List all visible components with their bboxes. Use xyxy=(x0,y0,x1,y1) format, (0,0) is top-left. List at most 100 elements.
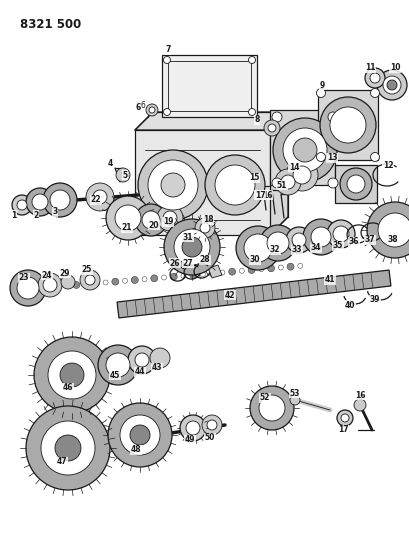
Circle shape xyxy=(34,337,110,413)
Circle shape xyxy=(236,226,279,270)
Text: 31: 31 xyxy=(182,232,193,241)
Circle shape xyxy=(370,88,379,98)
Text: 50: 50 xyxy=(204,433,215,442)
Text: 12: 12 xyxy=(382,160,392,169)
Circle shape xyxy=(43,183,77,217)
Circle shape xyxy=(200,223,209,233)
Circle shape xyxy=(122,278,127,284)
Circle shape xyxy=(163,56,170,63)
Circle shape xyxy=(53,283,60,290)
Circle shape xyxy=(12,195,32,215)
Circle shape xyxy=(278,265,283,270)
Circle shape xyxy=(43,278,57,292)
Text: 6: 6 xyxy=(140,101,145,109)
Circle shape xyxy=(289,395,299,405)
Circle shape xyxy=(148,107,155,113)
Circle shape xyxy=(25,287,30,292)
Circle shape xyxy=(219,270,225,275)
Circle shape xyxy=(247,266,254,273)
Circle shape xyxy=(163,109,170,116)
Circle shape xyxy=(34,285,41,292)
Text: 49: 49 xyxy=(184,435,195,445)
Text: 26: 26 xyxy=(169,259,180,268)
Circle shape xyxy=(186,421,200,435)
Circle shape xyxy=(200,272,205,277)
Circle shape xyxy=(112,278,119,285)
Circle shape xyxy=(163,211,177,225)
Polygon shape xyxy=(270,112,287,235)
Circle shape xyxy=(249,386,293,430)
Text: 41: 41 xyxy=(324,276,335,285)
Circle shape xyxy=(202,415,221,435)
Circle shape xyxy=(38,273,62,297)
Text: 1: 1 xyxy=(11,211,17,220)
Circle shape xyxy=(377,213,409,247)
Circle shape xyxy=(170,273,177,280)
Circle shape xyxy=(329,107,365,143)
Circle shape xyxy=(228,268,235,275)
Circle shape xyxy=(316,152,325,161)
Circle shape xyxy=(135,353,148,367)
Circle shape xyxy=(131,277,138,284)
Circle shape xyxy=(340,414,348,422)
Circle shape xyxy=(17,200,27,210)
Circle shape xyxy=(10,270,46,306)
Circle shape xyxy=(138,150,207,220)
Circle shape xyxy=(267,265,274,272)
Circle shape xyxy=(204,155,264,215)
Circle shape xyxy=(161,275,166,280)
Text: 8321 500: 8321 500 xyxy=(20,18,81,31)
Circle shape xyxy=(258,395,284,421)
Circle shape xyxy=(106,196,150,240)
Bar xyxy=(334,165,376,203)
Circle shape xyxy=(292,166,310,184)
Text: 45: 45 xyxy=(110,370,120,379)
Text: 21: 21 xyxy=(121,223,132,232)
Text: 39: 39 xyxy=(369,295,379,304)
Text: 13: 13 xyxy=(326,154,337,163)
Circle shape xyxy=(285,227,311,253)
Circle shape xyxy=(85,275,95,285)
Text: 52: 52 xyxy=(259,393,270,402)
Circle shape xyxy=(332,226,348,242)
Circle shape xyxy=(376,70,406,100)
Circle shape xyxy=(292,138,316,162)
Circle shape xyxy=(142,277,147,281)
Circle shape xyxy=(258,266,263,272)
Circle shape xyxy=(32,194,48,210)
Text: 3: 3 xyxy=(52,207,58,216)
Circle shape xyxy=(180,273,186,278)
Circle shape xyxy=(50,190,70,210)
Text: 11: 11 xyxy=(364,63,374,72)
Circle shape xyxy=(48,351,96,399)
Circle shape xyxy=(272,118,336,182)
Circle shape xyxy=(319,97,375,153)
Circle shape xyxy=(280,175,294,189)
Circle shape xyxy=(297,263,302,268)
Text: 32: 32 xyxy=(269,246,280,254)
Circle shape xyxy=(336,410,352,426)
Circle shape xyxy=(266,232,288,254)
Text: 46: 46 xyxy=(63,384,73,392)
Text: 20: 20 xyxy=(148,221,159,230)
Circle shape xyxy=(108,403,172,467)
Circle shape xyxy=(370,152,379,161)
Circle shape xyxy=(286,263,293,270)
Text: 30: 30 xyxy=(249,255,260,264)
Circle shape xyxy=(248,56,255,63)
Circle shape xyxy=(364,68,384,88)
Text: 51: 51 xyxy=(276,181,286,190)
Text: 2: 2 xyxy=(33,211,38,220)
Circle shape xyxy=(14,287,21,294)
Circle shape xyxy=(339,168,371,200)
Circle shape xyxy=(92,280,99,287)
Circle shape xyxy=(353,399,365,411)
Text: 42: 42 xyxy=(224,290,235,300)
Bar xyxy=(317,90,377,160)
Circle shape xyxy=(207,420,216,430)
Circle shape xyxy=(60,363,84,387)
Text: 17: 17 xyxy=(254,190,265,199)
Circle shape xyxy=(285,159,317,191)
Circle shape xyxy=(259,225,295,261)
Text: 44: 44 xyxy=(135,367,145,376)
